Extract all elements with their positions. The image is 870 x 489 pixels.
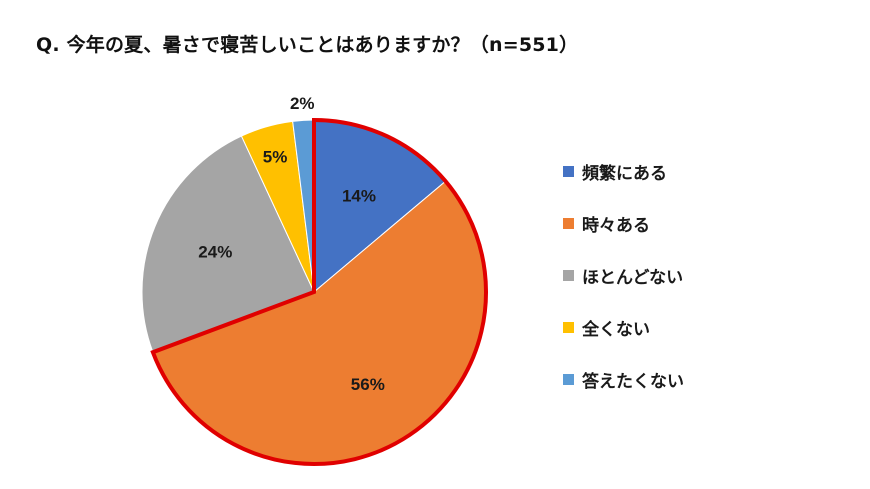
legend-swatch <box>563 373 574 385</box>
legend-label: 答えたくない <box>582 371 684 392</box>
legend-item-sometimes: 時々ある <box>563 197 684 249</box>
slice-label: 56% <box>351 375 385 394</box>
legend-swatch <box>563 165 574 177</box>
legend-item-never: 全くない <box>563 301 684 353</box>
slice-label: 14% <box>342 186 376 205</box>
slice-rarely <box>141 135 315 353</box>
legend-swatch <box>563 321 574 333</box>
legend-swatch <box>563 269 574 281</box>
slice-label: 5% <box>263 147 288 166</box>
legend-swatch <box>563 217 574 229</box>
legend-label: 頻繁にある <box>582 163 667 184</box>
chart-title: Q. 今年の夏、暑さで寝苦しいことはありますか？（n=551） <box>36 34 579 56</box>
legend-label: ほとんどない <box>582 267 684 288</box>
legend-label: 時々ある <box>582 215 650 236</box>
highlight-outline <box>150 117 488 466</box>
slice-label: 2% <box>290 94 315 113</box>
legend-item-rarely: ほとんどない <box>563 249 684 301</box>
legend: 頻繁にある 時々ある ほとんどない 全くない 答えたくない <box>563 145 684 405</box>
legend-item-frequent: 頻繁にある <box>563 145 684 197</box>
legend-item-no-answer: 答えたくない <box>563 353 684 405</box>
legend-label: 全くない <box>582 319 650 340</box>
slice-label: 24% <box>198 243 232 262</box>
